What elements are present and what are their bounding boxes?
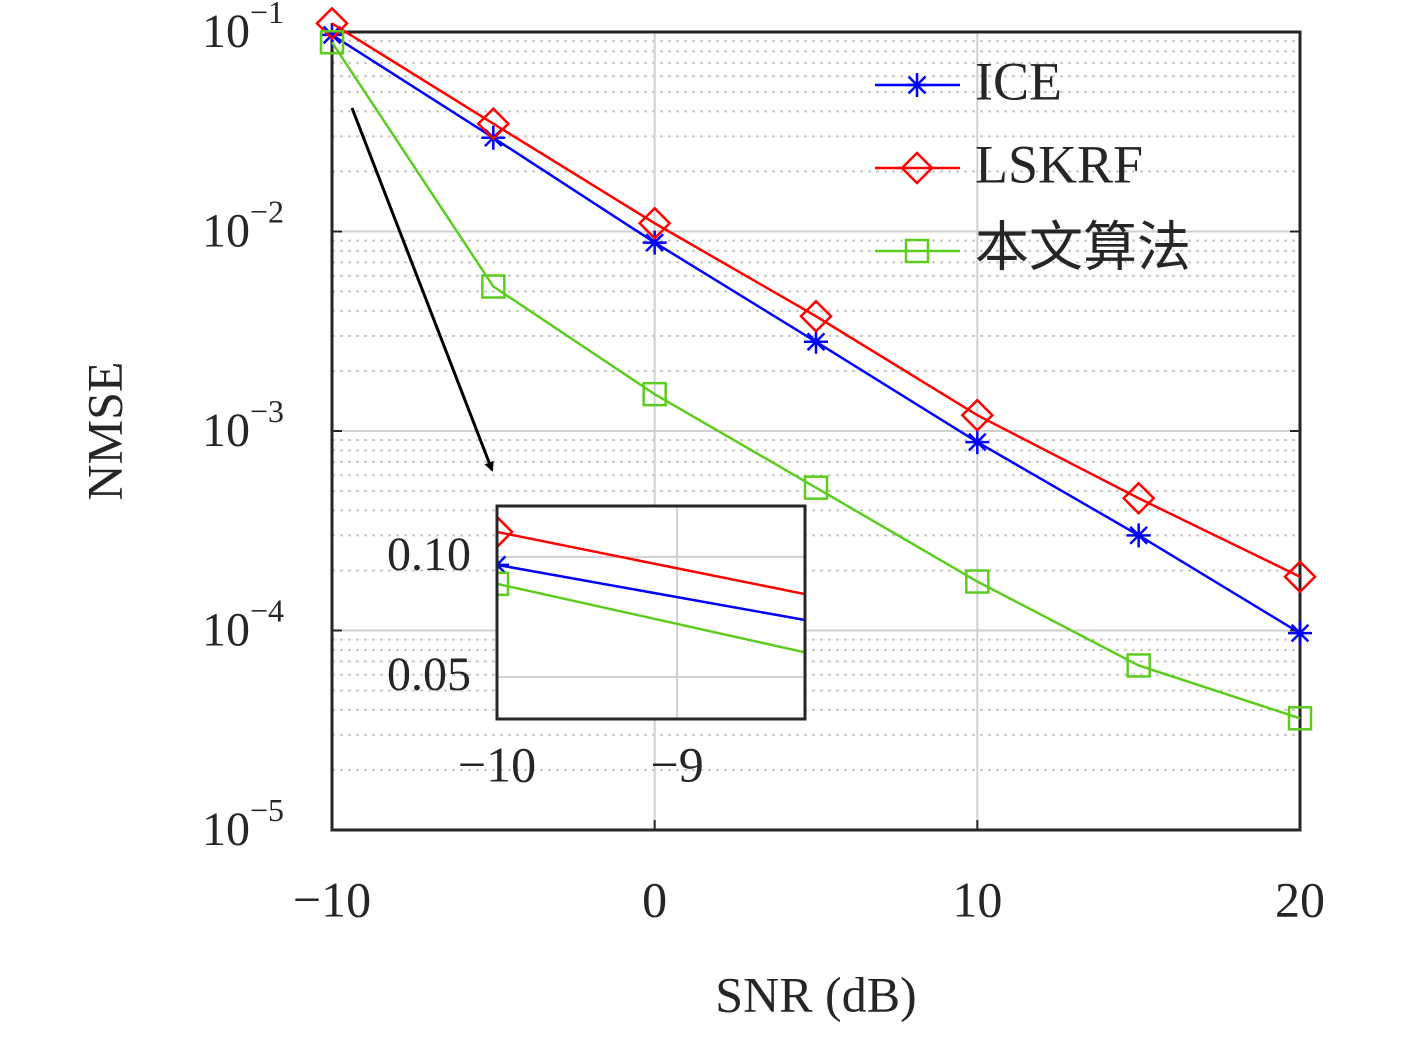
x-tick-label: −10 xyxy=(293,871,371,927)
y-tick-label-exponent: −2 xyxy=(250,194,284,230)
y-tick-label: 10−2 xyxy=(202,194,284,258)
y-tick-label-base: 10 xyxy=(202,803,250,856)
y-tick-label-exponent: −4 xyxy=(250,593,284,629)
series-line xyxy=(331,22,1301,578)
marker xyxy=(642,381,667,407)
inset-x-tick-label: −10 xyxy=(458,736,536,792)
marker xyxy=(1126,653,1151,678)
inset-x-tick-label: −9 xyxy=(651,736,704,792)
legend-label: ICE xyxy=(975,51,1062,111)
y-tick-label: 10−5 xyxy=(202,792,284,856)
x-tick-label: 20 xyxy=(1275,871,1325,927)
y-tick-label-base: 10 xyxy=(202,205,250,258)
marker xyxy=(965,430,990,455)
marker xyxy=(497,571,510,597)
y-tick-label-base: 10 xyxy=(202,604,250,657)
inset-frame xyxy=(495,504,807,721)
marker xyxy=(1387,773,1409,795)
marker xyxy=(1121,481,1156,516)
x-axis-label: SNR (dB) xyxy=(715,966,916,1022)
legend-marker xyxy=(905,73,929,97)
marker xyxy=(1386,714,1410,738)
marker xyxy=(1383,699,1413,729)
plot-frame xyxy=(330,30,1302,832)
y-tick-label-exponent: −1 xyxy=(250,0,284,30)
legend-marker xyxy=(900,151,934,185)
marker xyxy=(319,30,345,55)
y-tick-label: 10−3 xyxy=(202,393,284,457)
inset-plot xyxy=(497,506,1413,795)
y-tick-label-base: 10 xyxy=(202,5,250,58)
annotation-arrow xyxy=(350,107,494,472)
marker xyxy=(1287,706,1313,731)
marker xyxy=(642,230,667,255)
marker xyxy=(799,299,833,334)
y-tick-label-base: 10 xyxy=(202,404,250,457)
marker xyxy=(803,475,829,500)
x-tick-label: 10 xyxy=(952,871,1002,927)
inset-y-tick-label: 0.10 xyxy=(387,528,471,581)
y-axis-label: NMSE xyxy=(76,362,132,501)
marker xyxy=(1126,523,1151,548)
x-tick-label: 0 xyxy=(642,871,667,927)
marker xyxy=(497,515,514,549)
legend-marker xyxy=(904,238,930,264)
y-tick-label: 10−1 xyxy=(202,0,284,58)
marker xyxy=(320,22,344,47)
marker xyxy=(637,206,672,241)
inset-y-tick-label: 0.05 xyxy=(387,648,471,701)
y-tick-label: 10−4 xyxy=(202,593,284,657)
marker xyxy=(965,569,990,594)
marker xyxy=(481,274,506,299)
y-tick-label-exponent: −5 xyxy=(250,792,284,828)
legend-label: 本文算法 xyxy=(975,217,1191,277)
marker xyxy=(960,398,995,432)
legend-label: LSKRF xyxy=(975,134,1143,194)
marker xyxy=(1283,559,1317,594)
marker xyxy=(315,6,349,41)
marker xyxy=(1288,621,1312,646)
marker xyxy=(476,106,511,141)
marker xyxy=(804,329,828,354)
series-line xyxy=(330,41,1301,720)
y-tick-label-exponent: −3 xyxy=(250,393,284,429)
